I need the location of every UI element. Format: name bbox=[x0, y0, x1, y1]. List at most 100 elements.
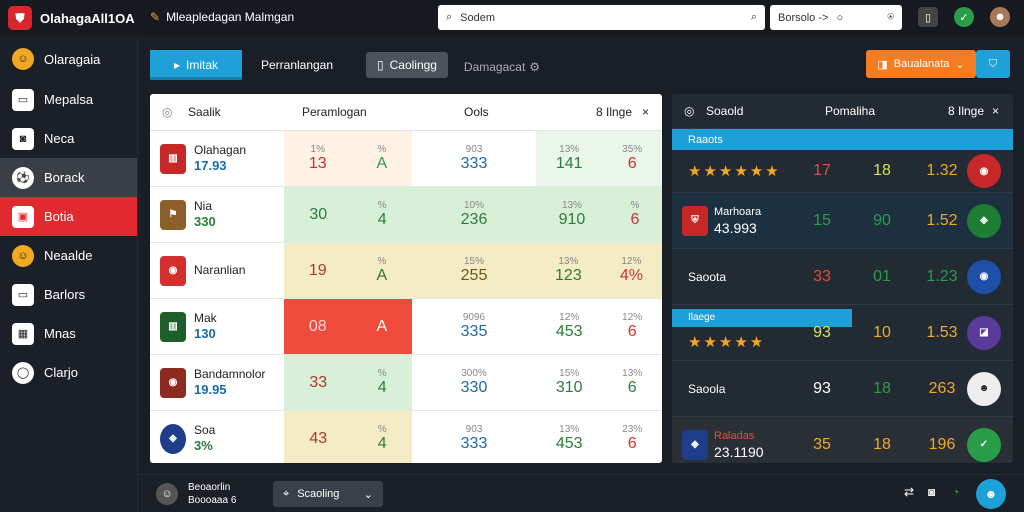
sidebar-item-0[interactable]: ☺ Olaragaia bbox=[0, 38, 137, 80]
doc-icon: ▯ bbox=[377, 58, 384, 72]
tab-caolingg[interactable]: ▯ Caolingg bbox=[366, 52, 448, 78]
stat: 1.52 bbox=[926, 211, 958, 229]
avatar[interactable]: ☻ bbox=[990, 7, 1010, 27]
action-button[interactable]: ◨ Baualanata ⌄ bbox=[866, 50, 976, 78]
share-icon[interactable]: ⇄ bbox=[904, 485, 915, 499]
circle-icon: ○ bbox=[836, 11, 844, 24]
table-row[interactable]: ★★★★★★ 17 18 1.32 ◉ bbox=[672, 150, 1013, 192]
chat-icon[interactable]: ◙ bbox=[928, 485, 936, 499]
col-header: 8 Ilnge bbox=[596, 105, 633, 119]
assistant-icon[interactable]: ☻ bbox=[976, 479, 1006, 509]
team-name: Soa bbox=[194, 423, 216, 437]
stat: 910 bbox=[558, 211, 586, 228]
col-header: Soaold bbox=[706, 104, 744, 118]
top-bar: ⛊ OlahagaAll1OA ✎ Mleapledagan Malmgan ⌕… bbox=[0, 0, 1024, 36]
team-badge-icon: ◈ bbox=[160, 423, 186, 454]
stat: A bbox=[376, 155, 388, 172]
table-row[interactable]: Saoota 33 01 1.23 ◉ bbox=[672, 248, 1013, 304]
bag-icon[interactable]: ⍟ bbox=[887, 11, 894, 23]
table-row[interactable]: ▥ Olahagan 17.93 1% 13% A 903 333 13% 141 35% 6 bbox=[150, 131, 662, 187]
bottom-sub: Boooaaa 6 bbox=[188, 495, 237, 506]
stat: 43 bbox=[309, 429, 328, 447]
ring-icon: ◎ bbox=[684, 104, 695, 118]
search-icon-right[interactable]: ⌕ bbox=[750, 11, 757, 23]
team-badge-icon: ▥ bbox=[160, 311, 186, 342]
stat: 18 bbox=[873, 162, 891, 179]
team-score: 130 bbox=[194, 326, 216, 341]
stat: 310 bbox=[555, 379, 583, 396]
row-label: Ilaege bbox=[672, 309, 852, 327]
table-row[interactable]: Ilaege ★★★★★ 93 10 1.53 ◪ bbox=[672, 304, 1013, 360]
col-header: Saalik bbox=[188, 105, 221, 119]
sidebar-item-2[interactable]: ◙ Neca bbox=[0, 119, 137, 158]
grid-icon: ▦ bbox=[12, 322, 34, 345]
table-header: ◎ Saalik Peramlogan Ools 8 Ilnge × bbox=[150, 94, 662, 131]
stat: 255 bbox=[460, 267, 488, 284]
team-badge-icon: ✓ bbox=[967, 427, 1001, 462]
clipboard-icon[interactable]: ▯ bbox=[918, 7, 938, 27]
table-row[interactable]: ◈ Soa 3% 43% 4 903 333 13% 453 23% 6 bbox=[150, 411, 662, 463]
stat: 08 bbox=[308, 317, 327, 335]
row-label: Raaots bbox=[688, 133, 723, 146]
stat: 330 bbox=[460, 379, 488, 396]
chevron-down-icon: ⌄ bbox=[363, 488, 373, 501]
gear-icon: ⚙ bbox=[529, 60, 541, 74]
profile-icon[interactable]: ☺ bbox=[156, 483, 178, 505]
search-input[interactable]: ⌕ Sodem ⌕ bbox=[438, 5, 765, 30]
status-icon[interactable]: ◔ bbox=[952, 485, 960, 499]
tab-perranlangan[interactable]: Perranlangan bbox=[252, 50, 342, 80]
app-subtitle: ✎ Mleapledagan Malmgan bbox=[150, 10, 294, 24]
sidebar-item-4[interactable]: ▣ Botia bbox=[0, 197, 137, 236]
sidebar-item-6[interactable]: ▭ Barlors bbox=[0, 275, 137, 314]
team-score: 3% bbox=[194, 438, 213, 453]
stat: 90 bbox=[873, 211, 891, 229]
table-row[interactable]: ⚑ Nia 330 30% 4 10% 236 13% 910% 6 bbox=[150, 187, 662, 243]
filter-input[interactable]: Borsolo -> ○ ⍟ bbox=[770, 5, 902, 30]
team-badge-icon: ◈ bbox=[967, 203, 1001, 238]
tab-label: Imitak bbox=[186, 58, 219, 72]
team-score: 19.95 bbox=[194, 382, 227, 397]
stat: 33 bbox=[813, 267, 831, 285]
monitor-icon: ▭ bbox=[12, 88, 34, 111]
sidebar-item-5[interactable]: ☺ Neaalde bbox=[0, 236, 137, 275]
rating-stars: ★★★★★★ bbox=[688, 163, 781, 180]
stat: 4 bbox=[377, 379, 387, 396]
team-name: Mak bbox=[194, 311, 217, 325]
team-name: Naranlian bbox=[194, 263, 246, 277]
panel-subheader: Raaots bbox=[672, 128, 1013, 150]
table-row[interactable]: Saoola 93 18 263 ☻ bbox=[672, 360, 1013, 416]
col-header: Ools bbox=[464, 105, 489, 119]
info-button[interactable]: ⛉ bbox=[976, 50, 1010, 78]
stat: 333 bbox=[460, 155, 488, 172]
action-label: Baualanata bbox=[893, 58, 950, 70]
panel-header: ◎ Soaold Pomaliha 8 Ilnge × bbox=[672, 94, 1013, 128]
stat: 19 bbox=[308, 261, 327, 279]
chat-icon: ▣ bbox=[12, 205, 34, 228]
close-icon[interactable]: × bbox=[642, 105, 650, 119]
table-row[interactable]: ◉ Bandamnolor 19.95 33% 4 300% 330 15% 310 13%… bbox=[150, 355, 662, 411]
pin-icon: ⌖ bbox=[283, 487, 290, 500]
table-row[interactable]: ▥ Mak 130 08 A 9096 335 12% 453 12% 6 bbox=[150, 299, 662, 355]
sidebar-item-8[interactable]: ◯ Clarjo bbox=[0, 353, 137, 392]
stat: 18 bbox=[873, 435, 891, 453]
stat: A bbox=[376, 317, 388, 335]
notification-icon[interactable]: ✓ bbox=[954, 7, 974, 27]
tab-imitak[interactable]: ▸ Imitak bbox=[150, 50, 242, 80]
sidebar-item-1[interactable]: ▭ Mepalsa bbox=[0, 80, 137, 119]
sidebar-item-3[interactable]: ⚽ Borack bbox=[0, 158, 137, 197]
table-row[interactable]: ◈ Raladas 23.1190 35 18 196 ✓ bbox=[672, 416, 1013, 463]
tab-damagacat[interactable]: Damagacat ⚙ bbox=[462, 52, 542, 82]
app-title: OlahagaAll1OA bbox=[40, 10, 135, 26]
close-icon[interactable]: × bbox=[992, 104, 1000, 118]
stat: 196 bbox=[928, 435, 956, 453]
stat: 6 bbox=[627, 323, 637, 340]
standings-table: ◎ Saalik Peramlogan Ools 8 Ilnge × ▥ Olah… bbox=[150, 94, 662, 463]
table-row[interactable]: ◉ Naranlian 19% A 15% 255 13% 123 12% 4% bbox=[150, 243, 662, 299]
table-row[interactable]: ⛨ Marhoara 43.993 15 90 1.52 ◈ bbox=[672, 192, 1013, 248]
team-name: Bandamnolor bbox=[194, 367, 266, 381]
ring-icon: ◯ bbox=[12, 361, 34, 384]
col-header: Peramlogan bbox=[302, 105, 367, 119]
sidebar-item-7[interactable]: ▦ Mnas bbox=[0, 314, 137, 353]
bottom-label: Beoaorlin bbox=[188, 482, 231, 493]
scale-select[interactable]: ⌖ Scaoling ⌄ bbox=[273, 481, 383, 507]
